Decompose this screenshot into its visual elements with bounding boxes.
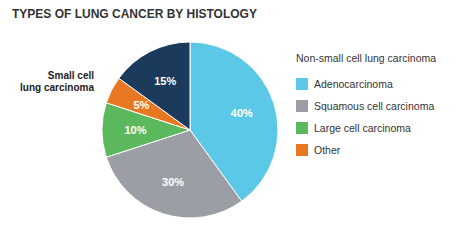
data-label: 15%: [154, 75, 176, 87]
legend-title: Non-small cell lung carcinoma: [296, 52, 436, 64]
data-label: 30%: [162, 176, 184, 188]
pie: [102, 42, 278, 218]
chart: TYPES OF LUNG CANCER BY HISTOLOGY 40% 30% 1…: [0, 0, 474, 234]
legend-label: Large cell carcinoma: [314, 122, 411, 134]
legend-label: Adenocarcinoma: [314, 78, 393, 90]
legend-swatch: [296, 122, 308, 134]
legend-swatch: [296, 100, 308, 112]
title: TYPES OF LUNG CANCER BY HISTOLOGY: [12, 7, 257, 21]
legend-swatch: [296, 78, 308, 90]
annotation-line: Small cell: [48, 70, 94, 81]
legend-item: Large cell carcinoma: [296, 122, 411, 134]
legend-label: Other: [314, 144, 341, 156]
legend-swatch: [296, 144, 308, 156]
data-label: 40%: [231, 107, 253, 119]
legend-label: Squamous cell carcinoma: [314, 100, 434, 112]
legend-item: Other: [296, 144, 341, 156]
data-label: 10%: [124, 124, 146, 136]
data-label: 5%: [133, 99, 149, 111]
slice: [119, 42, 190, 130]
legend-item: Adenocarcinoma: [296, 78, 393, 90]
legend-item: Squamous cell carcinoma: [296, 100, 434, 112]
annotation: Small celllung carcinoma: [20, 70, 94, 93]
legend: Non-small cell lung carcinoma Adenocarcin…: [296, 52, 436, 156]
data-labels: 40% 30% 10% 5% 15%: [124, 75, 253, 188]
annotation-line: lung carcinoma: [20, 82, 94, 93]
